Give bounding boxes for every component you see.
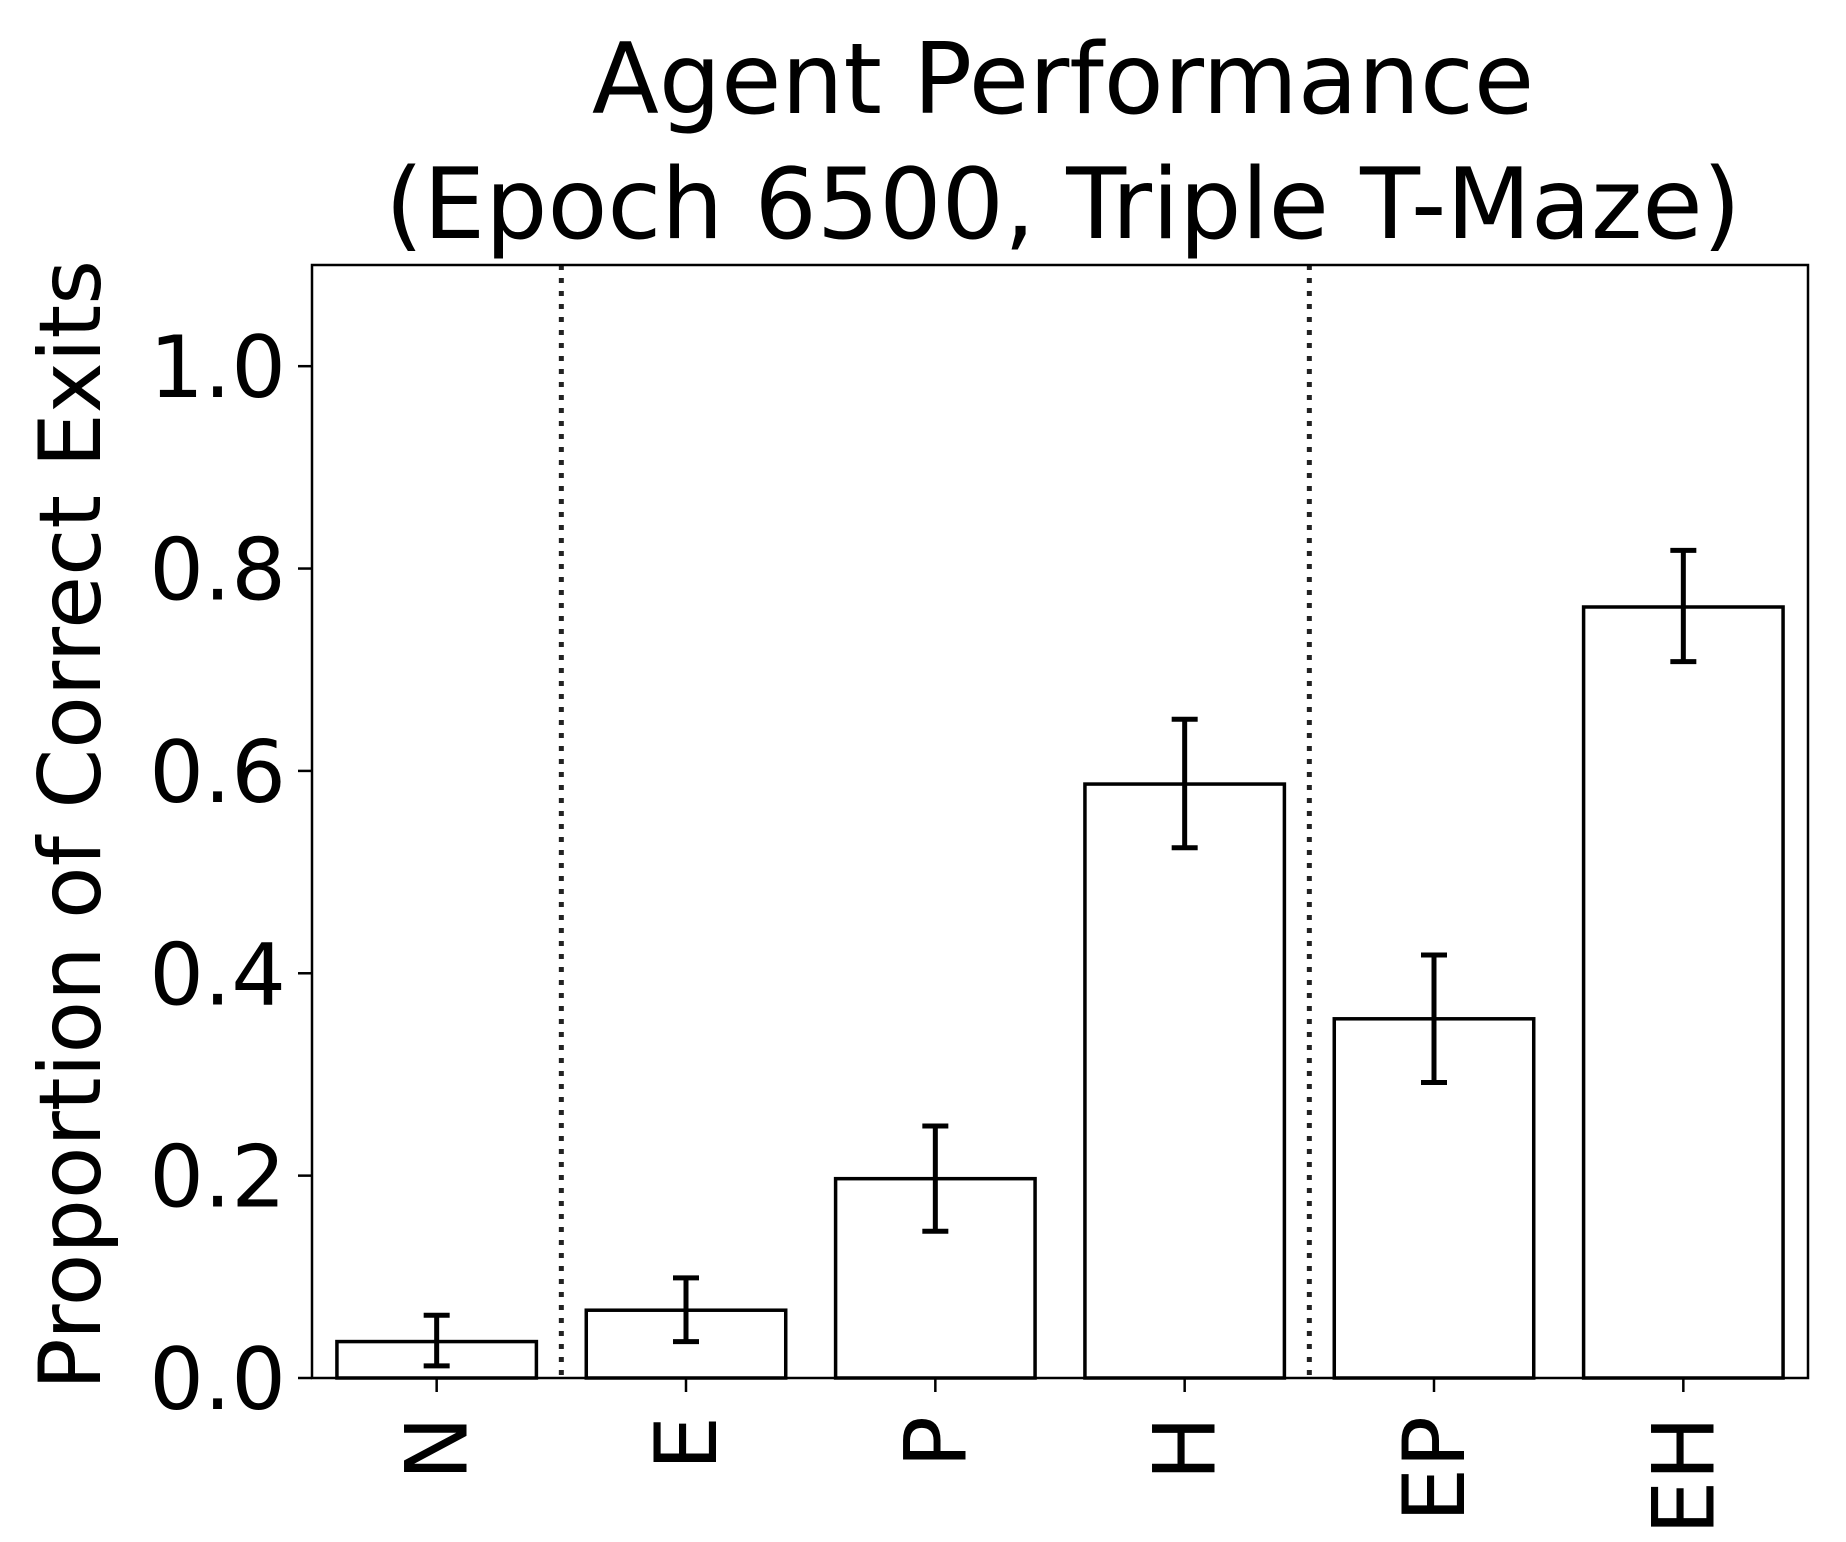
x-tick-label-eh: EH xyxy=(1634,1416,1734,1535)
x-tick-label-ep: EP xyxy=(1385,1416,1485,1522)
x-tick-label-p: P xyxy=(886,1416,986,1468)
y-tick-label-0.6: 0.6 xyxy=(149,723,286,823)
chart-title-line-2: (Epoch 6500, Triple T-Maze) xyxy=(385,148,1741,262)
bar-eh xyxy=(1581,605,1785,1380)
y-tick-label-1.0: 1.0 xyxy=(149,318,286,418)
y-tick-label-0.0: 0.0 xyxy=(149,1330,286,1430)
y-axis-label: Proportion of Correct Exits xyxy=(21,260,121,1390)
plot-frame xyxy=(310,263,1810,1380)
x-tick-label-n: N xyxy=(388,1416,488,1480)
x-tick-label-h: H xyxy=(1136,1416,1236,1481)
bar-h xyxy=(1083,782,1287,1380)
plot-area: 0.00.20.40.60.81.0N E P H EP EH xyxy=(149,263,1810,1535)
x-tick-label-e: E xyxy=(637,1416,737,1470)
y-tick-label-0.2: 0.2 xyxy=(149,1128,286,1228)
chart-title-line-1: Agent Performance xyxy=(592,23,1534,137)
y-tick-label-0.8: 0.8 xyxy=(149,521,286,621)
y-tick-label-0.4: 0.4 xyxy=(149,925,286,1025)
